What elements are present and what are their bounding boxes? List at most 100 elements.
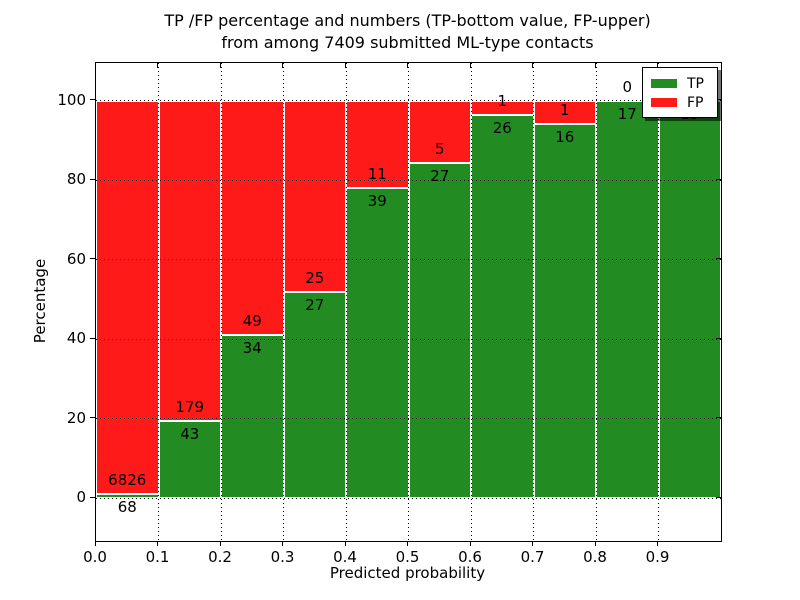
x-tick-mark-top bbox=[594, 63, 596, 68]
fp-count-label: 25 bbox=[305, 268, 325, 287]
x-tick-mark-top bbox=[94, 63, 96, 68]
x-tick-mark bbox=[157, 541, 158, 546]
y-tick-mark-right bbox=[716, 496, 721, 498]
x-tick-mark bbox=[94, 541, 96, 546]
y-tick-label: 80 bbox=[66, 170, 86, 188]
x-tick-label: 0.1 bbox=[145, 548, 170, 566]
tp-count-label: 43 bbox=[180, 425, 200, 443]
x-tick-mark-top bbox=[657, 63, 658, 68]
x-tick-mark bbox=[282, 541, 283, 546]
y-tick-mark-right bbox=[716, 258, 721, 259]
legend-item: TP bbox=[643, 74, 717, 93]
tp-bar-segment bbox=[471, 115, 534, 498]
x-axis-label: Predicted probability bbox=[329, 564, 486, 582]
x-tick-label: 0.0 bbox=[83, 548, 107, 566]
x-tick-label: 0.6 bbox=[458, 548, 482, 566]
chart-title-line1: TP /FP percentage and numbers (TP-bottom… bbox=[164, 11, 651, 30]
horizontal-gridline bbox=[96, 179, 721, 181]
vertical-gridline bbox=[470, 63, 472, 541]
fp-bar-segment bbox=[346, 100, 409, 188]
tp-bar-segment bbox=[221, 335, 284, 498]
x-tick-mark bbox=[219, 541, 221, 546]
horizontal-gridline bbox=[96, 418, 721, 419]
tp-bar-segment bbox=[596, 100, 659, 498]
y-tick-label: 40 bbox=[66, 329, 86, 347]
fp-count-label: 0 bbox=[622, 77, 633, 96]
vertical-gridline bbox=[533, 63, 534, 541]
y-tick-mark bbox=[90, 99, 95, 100]
y-tick-mark bbox=[90, 417, 95, 418]
tp-count-label: 17 bbox=[617, 104, 637, 123]
tp-bar-segment bbox=[346, 187, 409, 498]
vertical-gridline bbox=[595, 63, 597, 541]
horizontal-gridline bbox=[96, 100, 721, 101]
vertical-gridline bbox=[345, 63, 347, 541]
x-tick-label: 0.4 bbox=[333, 548, 357, 566]
y-tick-label: 100 bbox=[57, 90, 86, 109]
x-tick-mark-top bbox=[469, 63, 471, 68]
chart-title-line2: from among 7409 submitted ML-type contac… bbox=[221, 33, 594, 52]
tp-count-label: 27 bbox=[305, 295, 325, 314]
x-tick-mark bbox=[657, 541, 658, 546]
x-tick-mark bbox=[344, 541, 346, 546]
x-tick-label: 0.3 bbox=[270, 548, 295, 566]
vertical-gridline bbox=[408, 63, 409, 541]
x-tick-label: 0.9 bbox=[645, 548, 670, 566]
vertical-gridline bbox=[658, 63, 659, 541]
x-tick-mark bbox=[594, 541, 596, 546]
x-tick-mark-top bbox=[157, 63, 158, 68]
legend: TP FP bbox=[642, 67, 718, 118]
tp-count-label: 68 bbox=[117, 498, 137, 517]
tp-count-label: 16 bbox=[555, 127, 575, 146]
y-tick-mark bbox=[90, 337, 95, 339]
tp-count-label: 26 bbox=[492, 119, 512, 138]
x-tick-mark-top bbox=[407, 63, 408, 68]
fp-count-label: 1 bbox=[497, 92, 508, 111]
fp-count-label: 5 bbox=[434, 139, 445, 158]
legend-item-label: TP bbox=[687, 75, 704, 92]
horizontal-gridline bbox=[96, 497, 721, 499]
fp-legend-swatch bbox=[651, 98, 677, 107]
y-tick-mark bbox=[90, 496, 95, 498]
x-tick-mark-top bbox=[532, 63, 533, 68]
tp-count-label: 34 bbox=[242, 339, 262, 358]
y-tick-mark-right bbox=[716, 99, 721, 100]
x-tick-mark-top bbox=[219, 63, 221, 68]
fp-bar-segment bbox=[158, 100, 221, 422]
y-tick-mark-right bbox=[716, 178, 721, 180]
x-tick-label: 0.8 bbox=[583, 548, 607, 566]
legend-item-label: FP bbox=[687, 94, 704, 111]
x-tick-label: 0.2 bbox=[208, 548, 232, 566]
tp-count-label: 27 bbox=[430, 166, 450, 185]
horizontal-gridline bbox=[96, 259, 721, 260]
fp-count-label: 6826 bbox=[108, 471, 147, 490]
x-tick-mark bbox=[532, 541, 533, 546]
tp-count-label: 39 bbox=[367, 191, 387, 210]
y-tick-label: 60 bbox=[66, 249, 86, 268]
chart-title: TP /FP percentage and numbers (TP-bottom… bbox=[95, 10, 720, 54]
x-tick-mark-top bbox=[344, 63, 346, 68]
fp-count-label: 49 bbox=[242, 312, 262, 331]
x-tick-label: 0.5 bbox=[395, 548, 420, 566]
y-tick-mark bbox=[90, 258, 95, 259]
tp-bar-segment bbox=[658, 100, 721, 498]
y-tick-label: 0 bbox=[76, 488, 86, 506]
fp-count-label: 179 bbox=[175, 398, 205, 417]
y-tick-label: 20 bbox=[66, 408, 86, 427]
plot-area: 6826681794349342527113952712611601715 bbox=[95, 62, 722, 542]
x-tick-mark-top bbox=[282, 63, 283, 68]
legend-item: FP bbox=[643, 93, 717, 112]
x-tick-mark bbox=[469, 541, 471, 546]
vertical-gridline bbox=[158, 63, 159, 541]
horizontal-gridline bbox=[96, 338, 721, 340]
y-tick-mark-right bbox=[716, 337, 721, 339]
x-tick-label: 0.7 bbox=[520, 548, 545, 566]
vertical-gridline bbox=[220, 63, 222, 541]
x-tick-mark bbox=[407, 541, 408, 546]
y-tick-mark bbox=[90, 178, 95, 180]
fp-bar-segment bbox=[408, 100, 471, 163]
fp-count-label: 11 bbox=[367, 164, 387, 183]
fp-count-label: 1 bbox=[559, 100, 570, 119]
vertical-gridline bbox=[283, 63, 284, 541]
